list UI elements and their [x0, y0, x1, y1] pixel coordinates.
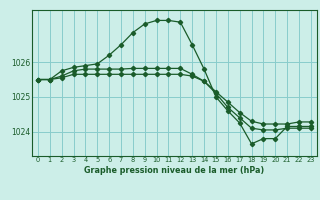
X-axis label: Graphe pression niveau de la mer (hPa): Graphe pression niveau de la mer (hPa) [84, 166, 265, 175]
